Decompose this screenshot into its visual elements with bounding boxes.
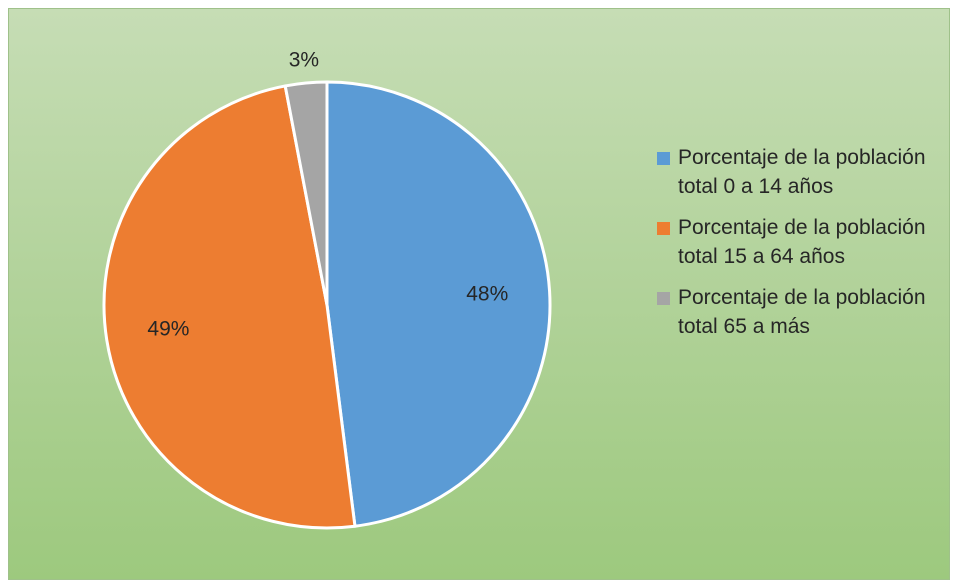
legend-swatch-15-64	[657, 222, 670, 235]
pie-slice-0-14	[325, 80, 552, 528]
data-label-15-64: 49%	[147, 318, 189, 341]
pie-slice-65-plus	[283, 80, 329, 307]
pie-slices	[102, 80, 552, 530]
legend-item-15-64: Porcentaje de la población total 15 a 64…	[657, 213, 957, 271]
legend-swatch-0-14	[657, 152, 670, 165]
pie-chart: 48% 49% 3%	[102, 48, 552, 530]
data-label-0-14: 48%	[466, 282, 508, 305]
legend-label-0-14: Porcentaje de la población total 0 a 14 …	[678, 146, 926, 198]
legend-label-15-64: Porcentaje de la población total 15 a 64…	[678, 216, 926, 268]
legend-item-65-plus: Porcentaje de la población total 65 a má…	[657, 283, 957, 341]
legend: Porcentaje de la población total 0 a 14 …	[657, 143, 957, 353]
pie-slice-15-64	[102, 84, 357, 530]
legend-item-0-14: Porcentaje de la población total 0 a 14 …	[657, 143, 957, 201]
chart-area: 48% 49% 3% Porcentaje de la población tota…	[8, 8, 950, 580]
legend-swatch-65-plus	[657, 292, 670, 305]
data-label-65-plus: 3%	[289, 48, 319, 71]
legend-label-65-plus: Porcentaje de la población total 65 a má…	[678, 286, 926, 338]
pie-data-labels: 48% 49% 3%	[147, 48, 508, 340]
